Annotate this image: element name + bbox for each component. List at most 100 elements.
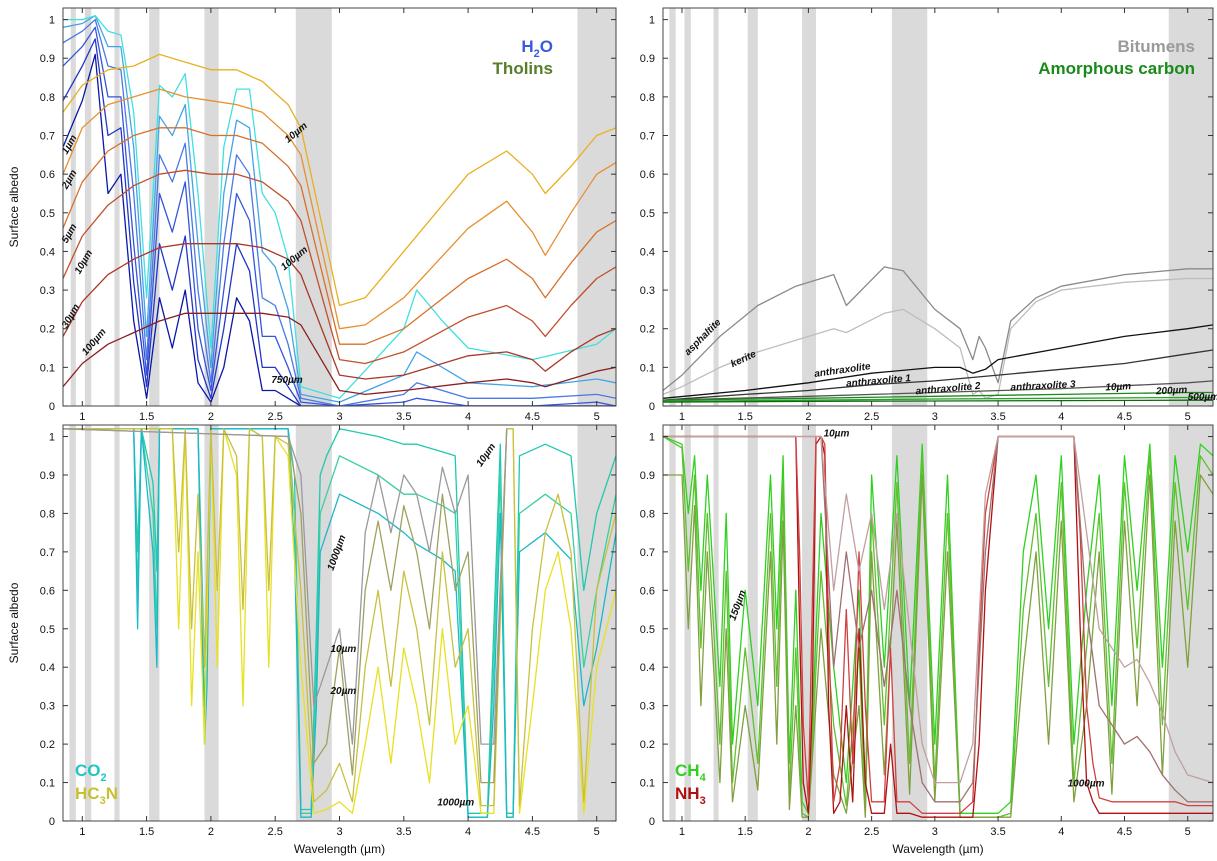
y-axis-label: Surface albedo xyxy=(7,582,21,663)
y-tick-label: 0.1 xyxy=(40,362,55,374)
absorption-band xyxy=(713,8,719,406)
x-tick-label: 3.5 xyxy=(396,411,411,423)
legend-text: Tholins xyxy=(493,59,553,78)
y-tick-label: 0.5 xyxy=(40,624,55,636)
x-tick-label: 5 xyxy=(594,411,600,423)
series-line-tholins xyxy=(63,243,616,380)
y-tick-label: 0.7 xyxy=(40,131,55,143)
legend-subscript: 4 xyxy=(700,772,707,784)
series-line-bitumens xyxy=(663,380,1213,401)
y-tick-label: 0.2 xyxy=(40,739,55,751)
series-group xyxy=(63,15,616,406)
absorption-band xyxy=(1168,8,1213,406)
y-tick-label: 1 xyxy=(649,15,655,27)
absorption-band xyxy=(747,8,758,406)
legend-entry: HC3N xyxy=(75,784,118,807)
y-tick-label: 0 xyxy=(49,816,55,828)
y-axis-label: Surface albedo xyxy=(7,166,21,247)
x-tick-label: 2.5 xyxy=(268,826,283,838)
y-tick-label: 0 xyxy=(649,401,655,413)
series-line-hc3n xyxy=(63,428,508,745)
y-tick-label: 1 xyxy=(49,15,55,27)
legend-text: Amorphous carbon xyxy=(1038,59,1195,78)
legend-entry: NH3 xyxy=(675,784,706,807)
y-tick-label: 0.5 xyxy=(640,624,655,636)
y-tick-label: 0.3 xyxy=(640,701,655,713)
y-tick-label: 0.9 xyxy=(40,470,55,482)
y-tick-label: 0.6 xyxy=(40,585,55,597)
y-tick-label: 0.1 xyxy=(40,778,55,790)
y-tick-label: 0.8 xyxy=(40,92,55,104)
y-tick-label: 0.2 xyxy=(640,739,655,751)
x-tick-label: 4 xyxy=(1058,826,1064,838)
absorption-band xyxy=(684,8,691,406)
y-tick-label: 1 xyxy=(49,432,55,444)
legend-text: HC xyxy=(75,784,100,803)
series-line-ch4 xyxy=(663,474,1213,818)
absorption-band xyxy=(114,8,120,406)
annotation-label: 10µm xyxy=(824,429,850,440)
absorption-band xyxy=(577,425,616,821)
series-group xyxy=(663,435,1213,818)
series-line-nh3 xyxy=(663,435,1213,818)
y-tick-label: 0.2 xyxy=(40,324,55,336)
y-tick-label: 0.8 xyxy=(640,92,655,104)
y-tick-label: 0.1 xyxy=(640,362,655,374)
x-tick-label: 1 xyxy=(79,826,85,838)
annotation-label: 1000µm xyxy=(1068,778,1105,789)
y-tick-label: 0.5 xyxy=(640,208,655,220)
legend-entry: Tholins xyxy=(493,59,553,78)
annotation-label: 150µm xyxy=(728,589,749,622)
x-tick-label: 4.5 xyxy=(525,826,540,838)
absorption-band xyxy=(669,425,676,821)
annotation-label: 10µm xyxy=(1105,381,1131,393)
series-line-h2o xyxy=(63,53,616,406)
y-tick-label: 0 xyxy=(49,401,55,413)
legend-text: CO xyxy=(75,761,101,780)
absorption-band xyxy=(84,425,92,821)
series-line-nh3 xyxy=(663,435,1213,784)
x-tick-label: 2 xyxy=(805,826,811,838)
x-tick-label: 4 xyxy=(465,826,471,838)
x-tick-label: 1.5 xyxy=(738,411,753,423)
y-tick-label: 0 xyxy=(649,816,655,828)
absorption-band xyxy=(69,425,76,821)
series-line-bitumens xyxy=(663,277,1213,399)
series-line-bitumens xyxy=(663,324,1213,399)
legend-entry: Amorphous carbon xyxy=(1038,59,1195,78)
annotation-label: 2µm xyxy=(59,168,79,192)
annotation-label: 10µm xyxy=(330,644,356,655)
y-tick-label: 0.5 xyxy=(40,208,55,220)
y-tick-label: 0.4 xyxy=(640,246,655,258)
x-tick-label: 4 xyxy=(465,411,471,423)
series-line-nh3 xyxy=(663,435,1213,814)
absorption-band xyxy=(70,8,76,406)
legend-text: CH xyxy=(675,761,700,780)
absorption-band xyxy=(84,8,92,406)
x-tick-label: 5 xyxy=(594,826,600,838)
legend-entry: H2O xyxy=(521,37,553,60)
series-line-hc3n xyxy=(63,428,616,807)
x-tick-label: 3 xyxy=(932,411,938,423)
annotation-label: anthraxolite 3 xyxy=(1010,379,1076,393)
absorption-band xyxy=(891,8,928,406)
panel-bottom-right: 0 0.1 0.2 0.3 0.4 0.5 0.6 0.7 0.8 0.9 1 1 1.5 2 2.5 3 3.… xyxy=(640,424,1214,856)
legend-subscript: 2 xyxy=(534,48,540,60)
series-line-h2o xyxy=(63,15,616,403)
y-tick-label: 0.8 xyxy=(40,508,55,520)
legend-text: H xyxy=(521,37,533,56)
y-tick-label: 0.6 xyxy=(640,585,655,597)
series-line-h2o xyxy=(63,26,616,406)
annotation-label: 20µm xyxy=(329,686,356,697)
y-tick-label: 0.1 xyxy=(640,778,655,790)
legend-text-tail: O xyxy=(540,37,553,56)
legend-subscript: 2 xyxy=(101,772,107,784)
x-tick-label: 1 xyxy=(679,826,685,838)
y-tick-label: 0.2 xyxy=(640,324,655,336)
legend-subscript: 3 xyxy=(100,795,106,807)
series-line-carbon xyxy=(663,391,1213,401)
x-tick-label: 3.5 xyxy=(396,826,411,838)
x-tick-label: 1.5 xyxy=(139,411,154,423)
y-tick-label: 0.9 xyxy=(40,53,55,65)
annotation-label: 10µm xyxy=(73,248,95,276)
